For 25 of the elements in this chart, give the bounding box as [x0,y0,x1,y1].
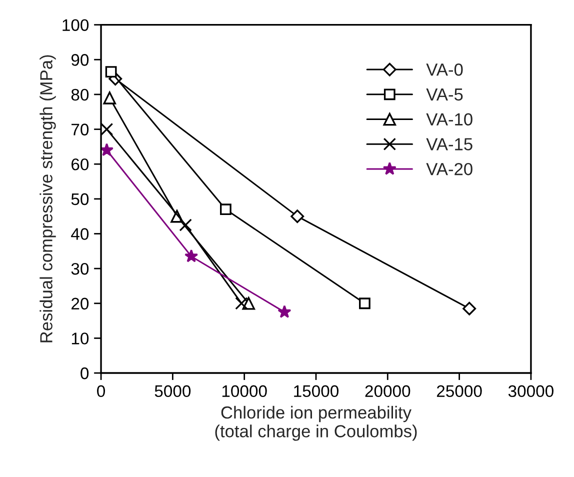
y-tick-label: 30 [71,262,89,275]
x-tick-label: 5000 [154,385,191,398]
x-tick-label: 30000 [508,385,554,398]
x-tick-label: 20000 [365,385,410,398]
y-tick-label: 90 [71,54,89,66]
legend-label: VA-5 [426,88,463,101]
legend-label: VA-10 [426,113,472,126]
x-tick-label: 25000 [436,385,482,398]
y-tick-label: 80 [71,88,89,101]
y-tick-label: 70 [72,124,89,136]
y-axis-title: Residual compressive strength (MPa) [40,55,56,342]
legend-label: VA-15 [426,138,472,150]
y-tick-label: 100 [62,19,89,32]
y-tick-label: 10 [72,332,89,344]
y-tick-label: 50 [71,193,89,206]
y-tick-label: 0 [80,367,89,380]
legend-label: VA-20 [426,162,472,176]
x-tick-label: 15000 [294,385,339,398]
y-tick-label: 60 [72,158,89,170]
y-tick-label: 40 [71,228,89,240]
x-tick-label: 10000 [222,385,267,398]
y-tick-label: 20 [72,298,89,310]
legend-label: VA-0 [426,63,463,76]
x-axis-title: Chloride ion permeability (total charge in Coulombs) [215,406,417,441]
x-tick-label: 0 [97,385,106,398]
